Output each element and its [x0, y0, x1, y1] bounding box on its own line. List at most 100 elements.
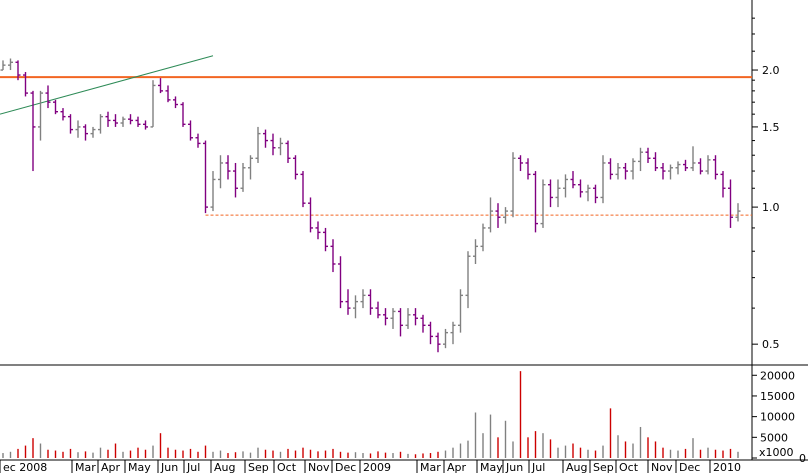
ohlc-bar — [728, 179, 733, 228]
x-tick-label: Apr — [447, 461, 467, 473]
x-tick-label: ec 2008 — [3, 461, 47, 473]
ohlc-bar — [188, 120, 193, 141]
price-tick-label: 1.0 — [762, 201, 780, 214]
ohlc-bar — [615, 162, 621, 180]
ohlc-bar — [705, 155, 711, 175]
x-axis: ec 2008 Mar Apr May Jun Jul Aug Sep Oct Nov Dec 200… — [0, 460, 741, 473]
x-tick-label: Jun — [160, 461, 178, 473]
ohlc-bar — [638, 147, 643, 172]
ohlc-bar — [683, 159, 688, 172]
x-tick-label: Aug — [566, 461, 587, 473]
ohlc-bar — [555, 179, 561, 208]
ohlc-bar — [345, 289, 351, 315]
volume-tick-label: 20000 — [760, 369, 795, 382]
ohlc-bar — [308, 197, 313, 233]
ohlc-bar — [593, 184, 598, 204]
ohlc-bar — [315, 221, 321, 240]
ohlc-bar — [503, 207, 508, 224]
ohlc-bar — [585, 184, 591, 202]
x-tick-label: Sep — [593, 461, 614, 473]
x-tick-label: Apr — [101, 461, 121, 473]
ohlc-bar — [668, 164, 673, 180]
ohlc-bar — [548, 179, 553, 208]
x-tick-label: Mar — [420, 461, 441, 473]
ohlc-bar — [60, 108, 66, 121]
ohlc-bar — [210, 171, 216, 212]
ohlc-bar — [15, 60, 21, 81]
price-bars — [0, 58, 741, 353]
x-tick-label: Sep — [248, 461, 269, 473]
ohlc-bar — [375, 301, 381, 319]
ohlc-bar — [240, 162, 246, 192]
ohlc-bar — [630, 158, 636, 180]
ohlc-bar — [128, 114, 133, 125]
ohlc-bar — [293, 155, 298, 180]
ohlc-bar — [398, 308, 403, 337]
ohlc-bar — [270, 133, 276, 156]
ohlc-bar — [563, 174, 568, 198]
ohlc-bar — [173, 96, 178, 109]
x-tick-label: Jun — [505, 461, 523, 473]
ohlc-bar — [338, 256, 343, 309]
volume-tick-label: 5000 — [760, 431, 788, 444]
ohlc-bar — [578, 179, 583, 198]
ohlc-bar — [113, 114, 118, 127]
ohlc-bar — [83, 124, 88, 141]
ohlc-bar — [713, 155, 718, 180]
ohlc-bar — [45, 85, 51, 109]
ohlc-bar — [353, 295, 358, 319]
ohlc-bar — [150, 80, 156, 128]
ohlc-bar — [143, 120, 148, 130]
ohlc-bar — [735, 203, 741, 222]
ohlc-bar — [278, 137, 283, 156]
ohlc-bar — [248, 155, 253, 180]
ohlc-bar — [0, 60, 6, 71]
ohlc-bar — [195, 133, 201, 148]
x-tick-label: Oct — [277, 461, 297, 473]
ohlc-bar — [165, 85, 171, 103]
price-tick-label: 1.5 — [762, 121, 780, 134]
ohlc-bar — [8, 58, 13, 71]
price-axis: 2.0 1.5 1.0 0.5 — [752, 17, 780, 351]
x-tick-label: Oct — [619, 461, 639, 473]
x-tick-label: Jul — [531, 461, 545, 473]
ohlc-bar — [120, 116, 126, 127]
ohlc-bar — [300, 171, 306, 208]
ohlc-bar — [180, 102, 186, 127]
x-tick-label: Aug — [214, 461, 235, 473]
ohlc-bar — [158, 78, 163, 94]
ohlc-bar — [720, 171, 726, 198]
x-tick-label: Dec — [335, 461, 356, 473]
ohlc-bar — [428, 321, 433, 345]
price-tick-label: 0.5 — [762, 338, 780, 351]
ohlc-bar — [75, 120, 81, 138]
ohlc-bar — [405, 308, 411, 329]
ohlc-bar — [420, 314, 426, 333]
ohlc-bar — [525, 158, 531, 180]
x-tick-label: May — [128, 461, 151, 473]
chart-frame — [0, 0, 808, 461]
ohlc-bar — [540, 179, 546, 228]
ohlc-bar — [600, 155, 606, 204]
ohlc-bar — [263, 129, 268, 148]
x-tick-label: 2009 — [363, 461, 391, 473]
volume-unit-label: x1000 — [759, 446, 794, 459]
ohlc-bar — [608, 158, 613, 180]
ohlc-bar — [473, 239, 478, 264]
ohlc-bar — [225, 155, 231, 180]
ohlc-bar — [218, 155, 223, 189]
trend-lines — [0, 55, 752, 216]
ohlc-bar — [105, 111, 111, 127]
ohlc-bar — [495, 203, 501, 228]
ohlc-bar — [465, 251, 471, 309]
ohlc-bar — [390, 308, 396, 329]
ohlc-bar — [285, 140, 291, 163]
ohlc-bar — [443, 328, 448, 349]
volume-tick-label: 10000 — [760, 411, 795, 424]
ohlc-bar — [488, 197, 493, 233]
ohlc-bar — [68, 114, 73, 134]
volume-tick-label: 0 — [799, 452, 806, 465]
ohlc-bar — [323, 227, 328, 252]
ohlc-bar — [533, 171, 538, 233]
ohlc-bar — [450, 321, 456, 345]
